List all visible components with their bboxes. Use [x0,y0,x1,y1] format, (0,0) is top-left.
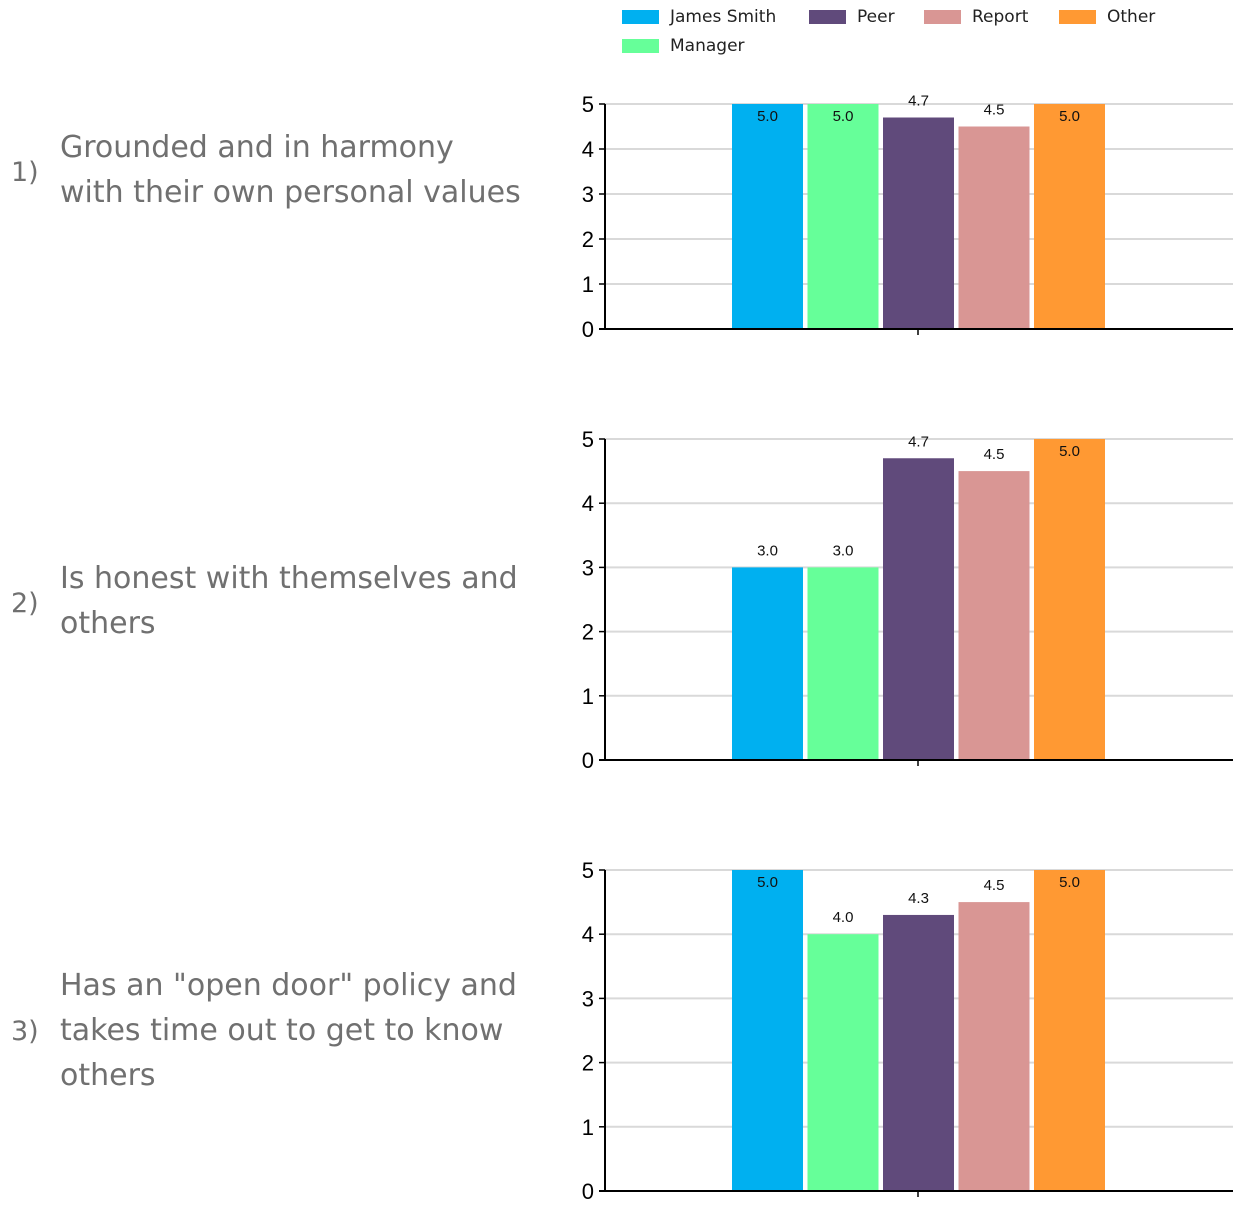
y-tick-label: 0 [582,1179,594,1199]
data-label: 4.5 [984,877,1005,894]
y-tick-label: 3 [582,555,594,580]
data-label: 4.7 [908,433,929,450]
legend-label-peer: Peer [857,7,895,27]
question-text-line: with their own personal values [60,175,521,210]
bar-other [1034,870,1105,1191]
data-label: 3.0 [833,542,854,559]
y-tick-label: 3 [582,182,594,207]
question-text: Grounded and in harmony with their own p… [60,125,540,215]
legend-item-manager: Manager [622,33,745,59]
bar-james-smith [732,104,803,329]
chart-legend: James Smith Peer Report Other Manager [622,4,1222,60]
question-3: 3) Has an "open door" policy and takes t… [0,963,560,1223]
data-label: 5.0 [757,108,778,125]
y-tick-label: 5 [582,858,594,883]
question-number: 1) [11,157,39,188]
data-label: 4.5 [984,446,1005,463]
y-tick-label: 1 [582,1115,594,1140]
bar-report [958,126,1030,329]
data-label: 5.0 [833,108,854,125]
question-2: 2) Is honest with themselves and others [0,556,560,816]
bar-manager [807,934,879,1191]
y-tick-label: 1 [582,272,594,297]
y-tick-label: 4 [582,922,594,947]
question-text: Is honest with themselves and others [60,556,540,646]
question-text-line: takes time out to get to know [60,1013,504,1048]
data-label: 5.0 [1059,443,1080,460]
bar-other [1034,104,1105,329]
question-number: 2) [11,588,39,619]
legend-label-james-smith: James Smith [670,7,777,27]
bar-peer [883,458,954,760]
legend-label-manager: Manager [670,36,745,56]
y-tick-label: 3 [582,986,594,1011]
y-tick-label: 1 [582,684,594,709]
question-text-line: others [60,1058,156,1093]
y-tick-label: 5 [582,92,594,117]
data-label: 4.0 [833,909,854,926]
question-text-line: others [60,606,156,641]
data-label: 5.0 [1059,108,1080,125]
y-tick-label: 4 [582,137,594,162]
legend-swatch-report [924,10,961,24]
bar-manager [807,104,879,329]
data-label: 4.3 [908,890,929,907]
bar-chart-question-1: 0 1 2 3 4 5 5.0 5.0 4.7 4.5 5.0 [582,92,1233,342]
legend-swatch-peer [809,10,846,24]
y-tick-label: 2 [582,227,594,252]
bar-peer [883,117,954,329]
data-label: 3.0 [757,542,778,559]
legend-swatch-other [1059,10,1096,24]
legend-item-report: Report [924,4,1028,30]
bar-peer [883,914,954,1191]
question-text-line: Grounded and in harmony [60,130,454,165]
bar-report [958,902,1030,1191]
bar-james-smith [732,567,803,760]
legend-swatch-james-smith [622,10,659,24]
data-label: 4.7 [908,93,929,110]
question-1: 1) Grounded and in harmony with their ow… [0,125,560,385]
legend-item-peer: Peer [809,4,895,30]
data-label: 5.0 [1059,874,1080,891]
bar-chart-question-3: 0 1 2 3 4 5 5.0 4.0 4.3 4.5 5.0 [582,858,1233,1199]
y-tick-label: 2 [582,620,594,645]
bar-report [958,471,1030,760]
bar-chart-question-2: 0 1 2 3 4 5 3.0 3.0 4.7 4.5 5.0 [582,427,1233,773]
y-tick-label: 0 [582,748,594,773]
question-number: 3) [11,1016,39,1047]
legend-item-james-smith: James Smith [622,4,776,30]
bar-manager [807,567,879,760]
question-text: Has an "open door" policy and takes time… [60,963,540,1098]
legend-swatch-manager [622,39,659,53]
data-label: 4.5 [984,102,1005,119]
bar-james-smith [732,870,803,1191]
question-text-line: Has an "open door" policy and [60,968,517,1003]
data-label: 5.0 [757,874,778,891]
legend-label-other: Other [1107,7,1156,27]
bar-other [1034,439,1105,760]
y-tick-label: 0 [582,317,594,342]
legend-label-report: Report [972,7,1029,27]
y-tick-label: 2 [582,1051,594,1076]
y-tick-label: 5 [582,427,594,452]
y-tick-label: 4 [582,491,594,516]
question-text-line: Is honest with themselves and [60,561,518,596]
legend-item-other: Other [1059,4,1155,30]
